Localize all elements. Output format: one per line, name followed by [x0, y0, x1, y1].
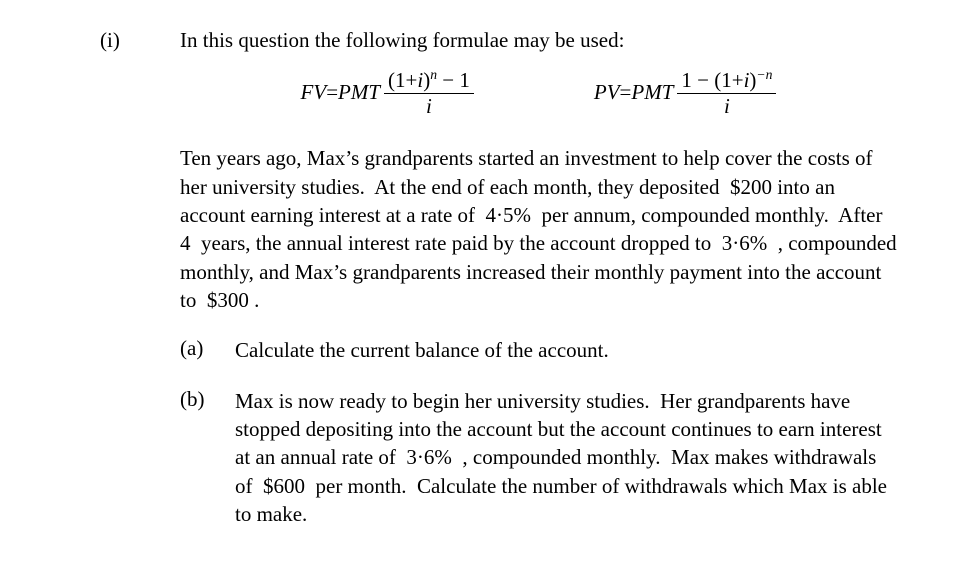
fv-lhs: FV — [301, 80, 327, 105]
pv-denominator: i — [724, 94, 730, 118]
pv-fraction: 1 − (1+i)−n i — [677, 67, 776, 118]
pv-lhs: PV — [594, 80, 620, 105]
question-row: (i) In this question the following formu… — [40, 28, 937, 550]
fv-pmt: PMT — [338, 80, 380, 105]
part-a-row: (a) Calculate the current balance of the… — [180, 336, 897, 364]
fv-fraction: (1+i)n − 1 i — [384, 67, 474, 118]
formula-row: FV = PMT (1+i)n − 1 i PV = PMT — [180, 67, 897, 118]
fv-denominator: i — [426, 94, 432, 118]
pv-numerator: 1 − (1+i)−n — [677, 67, 776, 94]
part-b-text: Max is now ready to begin her university… — [235, 387, 897, 529]
body-paragraph: Ten years ago, Max’s grandparents starte… — [180, 144, 897, 314]
pv-eq: = — [620, 80, 632, 105]
question-label: (i) — [40, 28, 160, 53]
pv-pmt: PMT — [631, 80, 673, 105]
fv-numerator: (1+i)n − 1 — [384, 67, 474, 94]
part-b-label: (b) — [180, 387, 235, 412]
part-a-text: Calculate the current balance of the acc… — [235, 336, 897, 364]
page: (i) In this question the following formu… — [0, 0, 977, 568]
fv-formula: FV = PMT (1+i)n − 1 i — [301, 67, 474, 118]
intro-text: In this question the following formulae … — [180, 28, 897, 53]
question-body: In this question the following formulae … — [160, 28, 937, 550]
part-b-row: (b) Max is now ready to begin her univer… — [180, 387, 897, 529]
fv-eq: = — [326, 80, 338, 105]
part-a-label: (a) — [180, 336, 235, 361]
pv-formula: PV = PMT 1 − (1+i)−n i — [594, 67, 777, 118]
